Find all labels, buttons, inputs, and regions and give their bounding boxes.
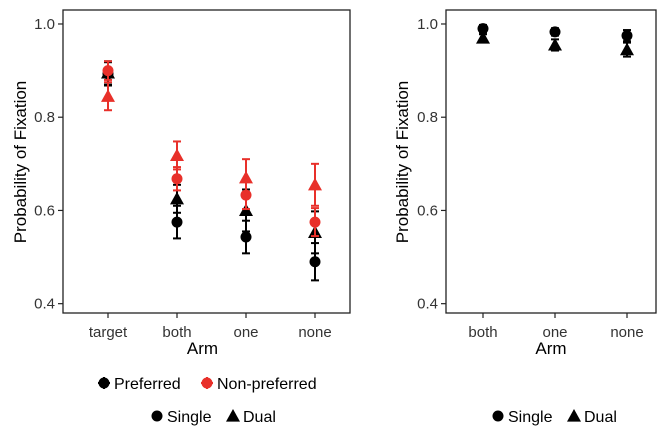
plot-frame xyxy=(62,9,351,314)
data-point-triangle-both xyxy=(476,30,490,44)
y-tick-label: 0.8 xyxy=(417,109,438,126)
x-tick-label-both: both xyxy=(162,324,191,341)
x-axis-label: Arm xyxy=(535,339,566,358)
data-point-circle-target xyxy=(102,65,114,77)
series-1 xyxy=(101,60,322,255)
x-tick-label-target: target xyxy=(89,324,128,341)
y-axis-label: Probability of Fixation xyxy=(393,81,412,244)
y-tick-label: 1.0 xyxy=(417,16,438,33)
series-0 xyxy=(102,61,321,282)
data-point-circle-both xyxy=(171,216,183,228)
legend-key-marker xyxy=(98,377,110,389)
series-1 xyxy=(476,30,634,58)
data-point-triangle-target xyxy=(101,89,115,102)
legend-label-single: Single xyxy=(167,409,212,426)
legend-label-dual: Dual xyxy=(584,409,617,426)
data-point-circle-both xyxy=(477,23,489,35)
x-tick-label-none: none xyxy=(610,324,643,341)
legend-label-non-preferred: Non-preferred xyxy=(217,376,317,393)
data-point-circle-one xyxy=(549,26,561,38)
legend-key-triangle xyxy=(226,409,240,422)
y-tick-label: 0.4 xyxy=(34,296,55,313)
y-tick-label: 0.4 xyxy=(417,296,438,313)
y-axis-label: Probability of Fixation xyxy=(11,81,30,244)
data-point-circle-both xyxy=(171,173,183,185)
data-point-triangle-one xyxy=(239,170,253,184)
y-tick-label: 1.0 xyxy=(34,16,55,33)
legend-label-preferred: Preferred xyxy=(114,376,181,393)
legend-key-triangle xyxy=(567,409,581,422)
y-tick-label: 0.6 xyxy=(34,202,55,219)
data-point-circle-one xyxy=(240,231,252,243)
legend-key-circle xyxy=(492,410,504,422)
series-0 xyxy=(477,23,633,43)
data-point-circle-none xyxy=(621,30,633,42)
data-point-triangle-none xyxy=(620,42,634,56)
data-point-triangle-both xyxy=(170,191,184,205)
left-panel: 0.4 0.6 0.8 1.0 target both one none Probability… xyxy=(11,9,351,358)
legends: Preferred Non-preferred Single Dual Single Du… xyxy=(98,376,617,426)
data-point-circle-none xyxy=(309,216,321,228)
y-tick-label: 0.8 xyxy=(34,109,55,126)
y-tick-label: 0.6 xyxy=(417,202,438,219)
right-panel: 0.4 0.6 0.8 1.0 both one none Probability of Fi… xyxy=(393,9,657,358)
data-point-triangle-one xyxy=(548,37,562,51)
x-axis-label: Arm xyxy=(187,339,218,358)
legend-key-circle xyxy=(151,410,163,422)
x-tick-label-none: none xyxy=(298,324,331,341)
legend-label-dual: Dual xyxy=(243,409,276,426)
legend-key-marker xyxy=(201,377,213,389)
series-2 xyxy=(102,60,321,238)
data-point-triangle-both xyxy=(170,148,184,162)
x-tick-label-one: one xyxy=(542,324,567,341)
series-3 xyxy=(101,81,322,207)
data-point-circle-none xyxy=(309,256,321,268)
legend-label-single: Single xyxy=(508,409,553,426)
plot-frame xyxy=(445,9,657,314)
x-tick-label-both: both xyxy=(468,324,497,341)
data-point-triangle-none xyxy=(308,177,322,191)
x-tick-label-one: one xyxy=(233,324,258,341)
